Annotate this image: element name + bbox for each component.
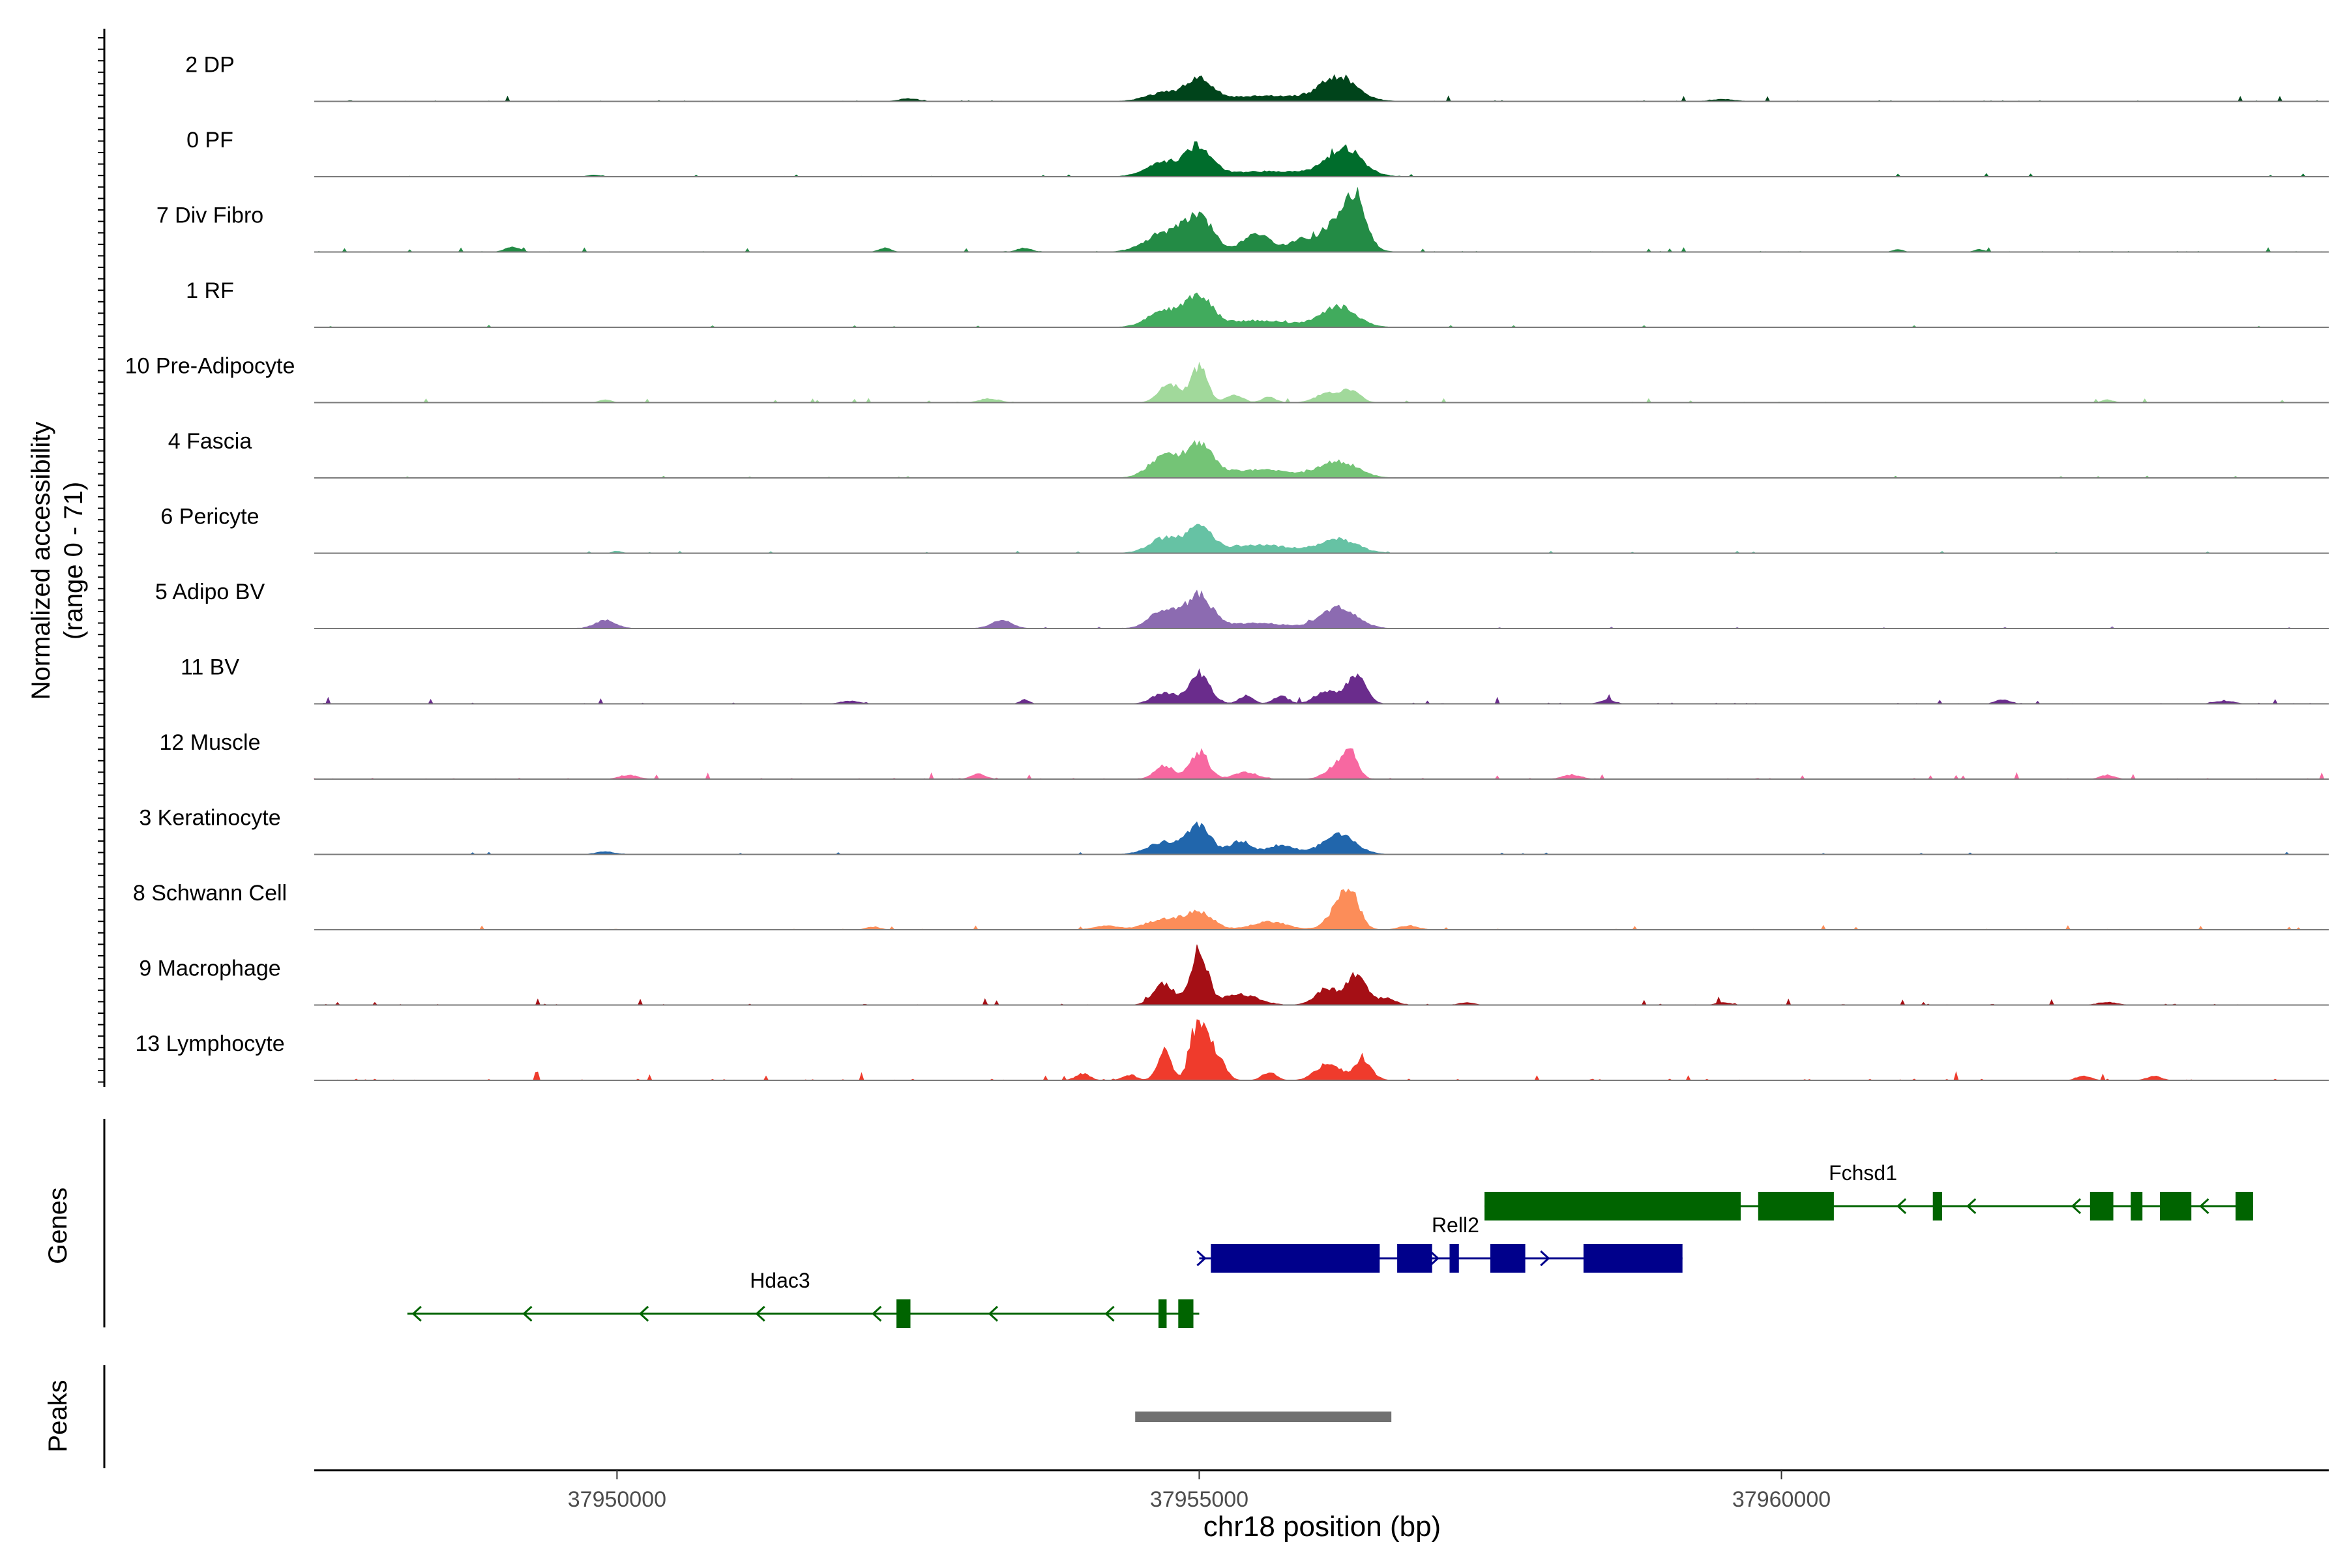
gene-exon — [1484, 1192, 1741, 1220]
gene-exon — [896, 1299, 911, 1328]
strand-arrow — [1966, 1198, 1977, 1215]
track-area — [314, 524, 2329, 554]
strand-arrow — [1896, 1198, 1907, 1215]
gene-exon — [1178, 1299, 1194, 1328]
track-1: 2 DP — [185, 53, 2329, 102]
track-area — [314, 589, 2329, 629]
track-label: 4 Fascia — [168, 429, 252, 454]
genes-layer: Fchsd1 Rell2 Hdac3 — [407, 1161, 2253, 1328]
gene-exon — [1932, 1192, 1943, 1220]
gene-exon — [1449, 1244, 1459, 1273]
tracks-layer: 2 DP 0 PF 7 Div Fibro 1 RF 10 Pre-Adipocyte 4… — [125, 53, 2329, 1081]
track-13: 9 Macrophage — [139, 944, 2329, 1006]
gene-label: Fchsd1 — [1829, 1161, 1897, 1185]
track-7: 6 Pericyte — [160, 505, 2329, 554]
track-area — [314, 748, 2329, 780]
gene-exon — [1758, 1192, 1834, 1220]
peaks-layer — [1135, 1412, 1392, 1422]
track-area — [314, 888, 2329, 930]
track-label: 6 Pericyte — [160, 505, 259, 529]
track-9: 11 BV — [181, 655, 2329, 705]
strand-arrow — [2199, 1198, 2209, 1215]
gene-exon — [1211, 1244, 1380, 1273]
track-area — [314, 1019, 2329, 1081]
track-label: 3 Keratinocyte — [139, 806, 280, 831]
strand-arrow — [1429, 1250, 1439, 1267]
gene-exon — [1397, 1244, 1432, 1273]
gene-exon — [1583, 1244, 1683, 1273]
track-label: 12 Muscle — [160, 730, 261, 755]
track-label: 13 Lymphocyte — [135, 1031, 284, 1056]
track-area — [314, 440, 2329, 479]
strand-arrow — [872, 1305, 882, 1322]
track-10: 12 Muscle — [160, 730, 2329, 780]
strand-arrow — [522, 1305, 533, 1322]
gene-exon — [2160, 1192, 2192, 1220]
strand-arrow — [755, 1305, 765, 1322]
y-axis-label: Normalized accessibility — [27, 422, 55, 700]
gene-fchsd1: Fchsd1 — [1484, 1161, 2253, 1220]
strand-arrow — [1104, 1305, 1115, 1322]
gene-exon — [2131, 1192, 2143, 1220]
gene-label: Rell2 — [1432, 1213, 1479, 1237]
track-area — [314, 361, 2329, 404]
strand-arrow — [2071, 1198, 2082, 1215]
track-12: 8 Schwann Cell — [133, 881, 2329, 930]
x-tick-label: 37960000 — [1732, 1487, 1831, 1512]
track-5: 10 Pre-Adipocyte — [125, 354, 2329, 404]
track-area — [314, 821, 2329, 855]
axes-layer: 37950000 37955000 37960000 — [98, 29, 2329, 1512]
peaks-panel-label: Peaks — [44, 1380, 72, 1452]
strand-arrow — [988, 1305, 998, 1322]
track-11: 3 Keratinocyte — [139, 806, 2329, 855]
track-label: 7 Div Fibro — [156, 203, 263, 228]
track-label: 5 Adipo BV — [155, 580, 265, 604]
track-label: 0 PF — [186, 128, 233, 153]
strand-arrow — [1196, 1250, 1207, 1267]
strand-arrow — [638, 1305, 649, 1322]
track-label: 9 Macrophage — [139, 956, 280, 981]
strand-arrow — [1540, 1250, 1550, 1267]
x-axis-label: chr18 position (bp) — [1203, 1511, 1441, 1543]
track-label: 8 Schwann Cell — [133, 881, 287, 906]
track-4: 1 RF — [186, 278, 2329, 328]
track-6: 4 Fascia — [168, 429, 2329, 479]
y-axis-range-label: (range 0 - 71) — [59, 482, 88, 640]
gene-exon — [2236, 1192, 2253, 1220]
track-area — [314, 944, 2329, 1005]
gene-exon — [2089, 1192, 2114, 1220]
track-area — [314, 292, 2329, 328]
gene-label: Hdac3 — [750, 1269, 810, 1292]
track-14: 13 Lymphocyte — [135, 1019, 2329, 1081]
gene-hdac3: Hdac3 — [407, 1269, 1200, 1328]
track-area — [314, 141, 2329, 177]
x-tick-label: 37955000 — [1150, 1487, 1248, 1512]
track-8: 5 Adipo BV — [155, 580, 2329, 629]
track-2: 0 PF — [186, 128, 2329, 177]
track-label: 11 BV — [181, 655, 239, 680]
track-label: 10 Pre-Adipocyte — [125, 354, 295, 379]
track-area — [314, 668, 2329, 704]
x-tick-label: 37950000 — [568, 1487, 666, 1512]
track-3: 7 Div Fibro — [156, 187, 2329, 253]
peak-region — [1135, 1412, 1392, 1422]
gene-exon — [1158, 1299, 1167, 1328]
gene-rell2: Rell2 — [1196, 1213, 1683, 1273]
genes-panel-label: Genes — [44, 1187, 72, 1264]
gene-exon — [1490, 1244, 1526, 1273]
strand-arrow — [411, 1305, 422, 1322]
track-area — [314, 187, 2329, 252]
track-label: 1 RF — [186, 278, 234, 303]
track-label: 2 DP — [185, 53, 235, 78]
track-area — [314, 74, 2329, 102]
